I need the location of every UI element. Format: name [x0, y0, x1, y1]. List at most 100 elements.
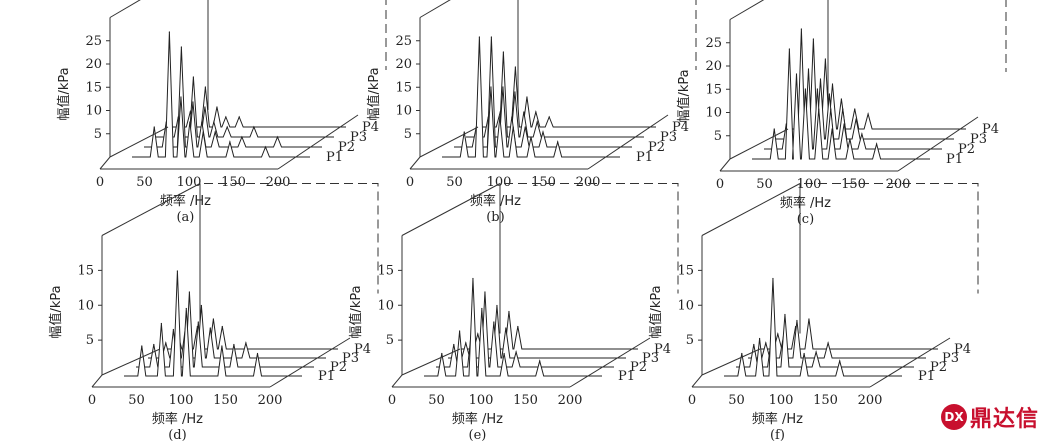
- data-point: [777, 333, 779, 335]
- data-point: [773, 128, 775, 130]
- data-point: [824, 58, 826, 60]
- series-label: P3: [350, 130, 367, 145]
- x-axis-left-edge: [691, 374, 703, 388]
- data-point: [245, 342, 247, 344]
- x-tick-label: 50: [756, 177, 773, 192]
- data-point: [276, 136, 279, 138]
- depth-edge: [401, 348, 461, 376]
- data-point: [256, 352, 259, 355]
- series-label: P4: [672, 120, 689, 135]
- data-point: [855, 118, 857, 120]
- back-wall-frame: [827, 0, 1007, 112]
- data-point: [192, 101, 194, 103]
- y-tick-label: 10: [677, 298, 694, 313]
- data-point: [180, 46, 182, 48]
- series-label: P2: [330, 360, 347, 375]
- data-point: [843, 123, 845, 125]
- series-label: P2: [958, 142, 975, 157]
- data-point: [189, 121, 191, 123]
- panel-label: (e): [469, 428, 487, 441]
- data-point: [839, 360, 841, 362]
- series-label: P1: [318, 369, 335, 384]
- x-tick-label: 50: [728, 393, 745, 408]
- x-tick-label: 150: [813, 393, 838, 408]
- y-tick-label: 5: [404, 127, 412, 142]
- depth-edge: [729, 128, 789, 160]
- watermark-badge-icon: DX: [940, 404, 967, 430]
- x-tick-label: 100: [797, 177, 822, 192]
- series-label: P2: [930, 360, 947, 375]
- series-label: P1: [636, 150, 653, 165]
- data-point: [812, 38, 814, 40]
- data-point: [472, 277, 474, 280]
- x-axis-depth-edge: [269, 337, 351, 388]
- data-point: [523, 111, 525, 113]
- x-axis-left-edge: [91, 374, 103, 388]
- x-tick-label: 150: [513, 393, 538, 408]
- data-point: [517, 325, 519, 328]
- x-tick-label: 150: [841, 177, 866, 192]
- x-tick-label: 0: [88, 393, 96, 408]
- y-tick-label: 25: [705, 36, 722, 51]
- depth-edge: [419, 126, 479, 158]
- data-point: [816, 88, 819, 90]
- data-point: [808, 318, 810, 320]
- data-point: [453, 343, 455, 346]
- x-tick-label: 50: [128, 393, 145, 408]
- data-point: [192, 76, 194, 78]
- y-tick-label: 5: [714, 129, 722, 144]
- data-point: [197, 321, 199, 323]
- panel-label: (f): [770, 428, 785, 441]
- x-tick-label: 0: [388, 393, 396, 408]
- y-tick-label: 15: [395, 80, 412, 95]
- data-point: [861, 133, 863, 135]
- data-point: [253, 126, 255, 128]
- x-axis-label: 频率 /Hz: [752, 411, 803, 427]
- data-point: [840, 98, 843, 100]
- data-point: [213, 121, 215, 123]
- data-point: [478, 36, 480, 38]
- x-axis-depth-edge: [569, 337, 651, 388]
- x-tick-label: 200: [576, 175, 601, 190]
- series-label: P1: [918, 369, 935, 384]
- data-point: [212, 318, 214, 320]
- data-point: [160, 322, 162, 325]
- data-point: [490, 36, 492, 38]
- x-tick-label: 200: [266, 175, 291, 190]
- x-axis-left-edge: [719, 158, 731, 172]
- y-axis-label: 幅值/kPa: [56, 67, 72, 120]
- series-label: P1: [946, 152, 963, 167]
- y-tick-label: 10: [395, 104, 412, 119]
- y-axis-top-edge: [701, 183, 801, 236]
- x-tick-label: 100: [469, 393, 494, 408]
- data-point: [229, 141, 231, 143]
- y-axis-label: 幅值/kPa: [348, 285, 364, 338]
- x-axis-label: 频率 /Hz: [160, 193, 211, 209]
- data-point: [502, 86, 504, 88]
- data-point: [484, 291, 486, 293]
- series-label: P2: [648, 140, 665, 155]
- series-line-p1: [124, 270, 302, 377]
- data-point: [796, 319, 798, 322]
- data-point: [784, 313, 786, 316]
- y-axis-label: 幅值/kPa: [48, 285, 64, 338]
- y-tick-label: 25: [85, 34, 102, 49]
- depth-edge: [101, 348, 161, 376]
- series-label: P4: [354, 342, 371, 357]
- data-point: [459, 330, 461, 332]
- x-axis-depth-edge: [277, 114, 359, 170]
- data-point: [204, 86, 206, 88]
- series-line-p2: [736, 314, 914, 368]
- data-point: [831, 128, 833, 130]
- data-point: [759, 337, 761, 340]
- data-point: [238, 116, 240, 118]
- data-point: [539, 360, 541, 362]
- series-label: P4: [362, 120, 379, 135]
- data-point: [827, 342, 829, 344]
